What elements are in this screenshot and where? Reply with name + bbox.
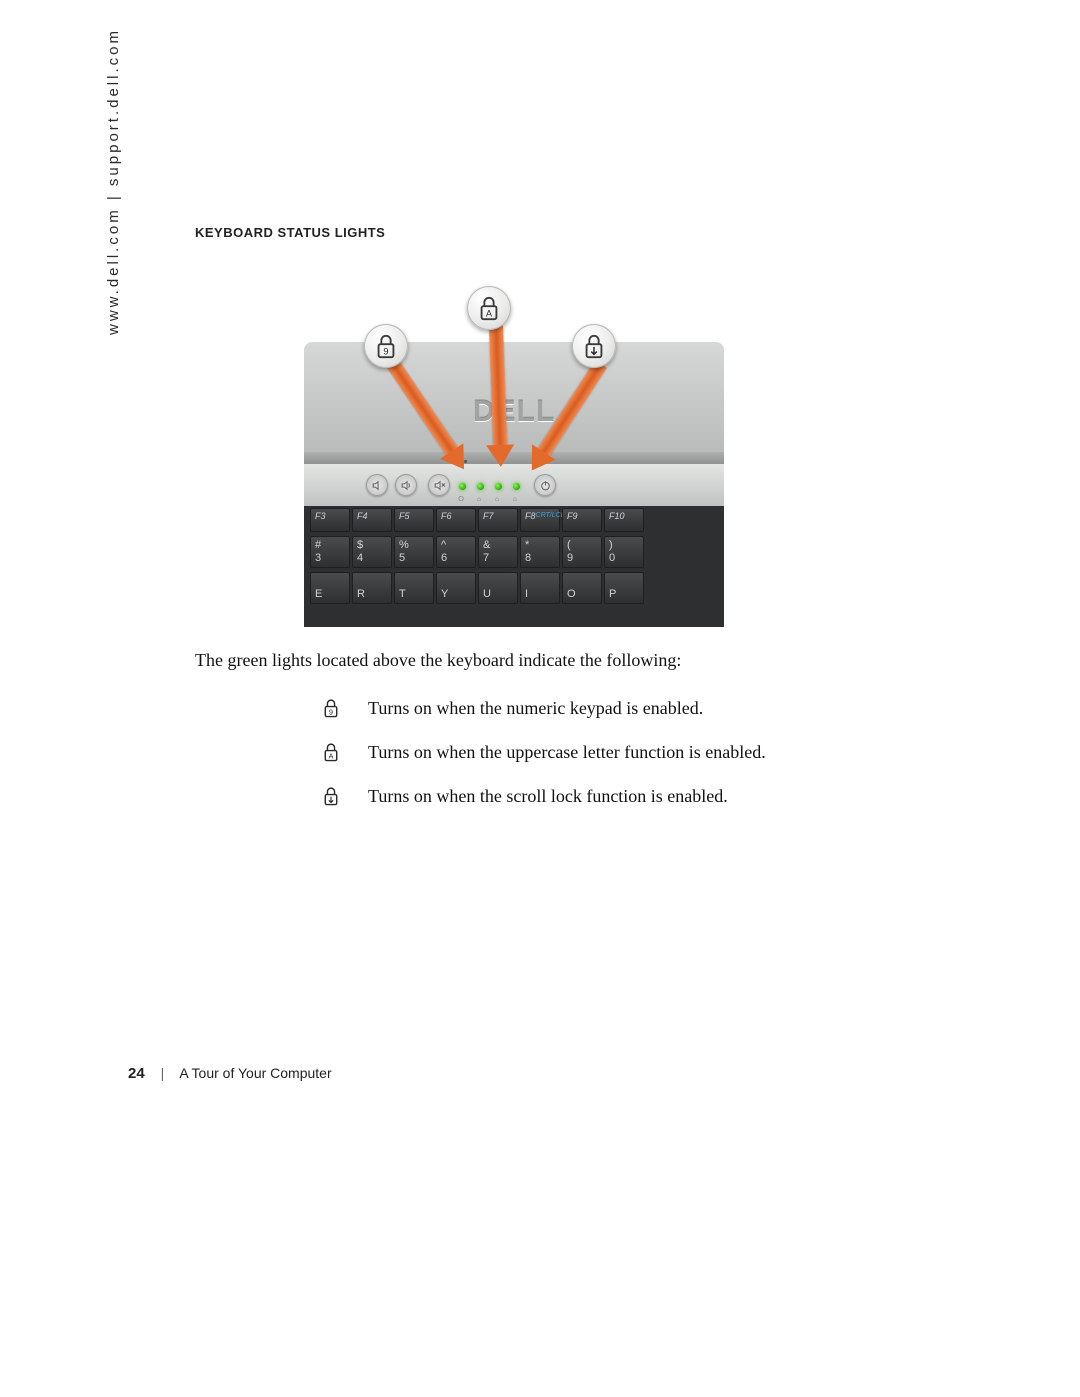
page-number: 24 xyxy=(128,1065,145,1082)
svg-text:A: A xyxy=(486,308,493,318)
key: F4 xyxy=(352,508,392,532)
callout-arrow xyxy=(482,326,515,468)
keyboard-illustration: DELL ⭘ ⌂ ⌂ ⌂ F3F4F5F6F7F8CRT/LCDF9F10 #3… xyxy=(304,282,724,627)
volume-up-button xyxy=(395,474,417,496)
status-light xyxy=(513,483,520,490)
svg-text:9: 9 xyxy=(329,708,333,716)
callout-capslock: A xyxy=(467,286,511,330)
key: R xyxy=(352,572,392,604)
page-footer: 24 | A Tour of Your Computer xyxy=(128,1065,332,1082)
key: P xyxy=(604,572,644,604)
status-light xyxy=(495,483,502,490)
key: &7 xyxy=(478,536,518,568)
key: $4 xyxy=(352,536,392,568)
key: #3 xyxy=(310,536,350,568)
svg-text:A: A xyxy=(329,752,334,760)
key: Y xyxy=(436,572,476,604)
key: F6 xyxy=(436,508,476,532)
key: *8 xyxy=(520,536,560,568)
legend-row: Turns on when the scroll lock function i… xyxy=(322,784,942,808)
key: %5 xyxy=(394,536,434,568)
light-label-icon: ⌂ xyxy=(474,495,484,503)
key: )0 xyxy=(604,536,644,568)
light-label-icon: ⌂ xyxy=(510,495,520,503)
key: U xyxy=(478,572,518,604)
section-heading: KEYBOARD STATUS LIGHTS xyxy=(195,225,385,240)
callout-numlock: 9 xyxy=(364,324,408,368)
light-label-icon: ⌂ xyxy=(492,495,502,503)
legend-text: Turns on when the scroll lock function i… xyxy=(368,786,728,807)
legend-row: 9 Turns on when the numeric keypad is en… xyxy=(322,696,942,720)
key: T xyxy=(394,572,434,604)
key: F9 xyxy=(562,508,602,532)
manual-page: www.dell.com | support.dell.com KEYBOARD… xyxy=(0,0,1080,1397)
key: (9 xyxy=(562,536,602,568)
key: F5 xyxy=(394,508,434,532)
key: I xyxy=(520,572,560,604)
legend-text: Turns on when the numeric keypad is enab… xyxy=(368,698,703,719)
key: O xyxy=(562,572,602,604)
keyboard: F3F4F5F6F7F8CRT/LCDF9F10 #3$4%5^6&7*8(9)… xyxy=(304,506,724,627)
key: F3 xyxy=(310,508,350,532)
key: ^6 xyxy=(436,536,476,568)
num-lock-icon: 9 xyxy=(322,698,362,718)
legend-text: Turns on when the uppercase letter funct… xyxy=(368,742,766,763)
callout-scrolllock xyxy=(572,324,616,368)
svg-text:9: 9 xyxy=(383,346,388,356)
key: F8CRT/LCD xyxy=(520,508,560,532)
volume-down-button xyxy=(366,474,388,496)
legend-row: A Turns on when the uppercase letter fun… xyxy=(322,740,942,764)
status-light xyxy=(459,483,466,490)
key: F7 xyxy=(478,508,518,532)
footer-section: A Tour of Your Computer xyxy=(179,1065,331,1081)
status-light xyxy=(477,483,484,490)
mute-button xyxy=(428,474,450,496)
scroll-lock-icon xyxy=(322,786,362,806)
power-button xyxy=(534,474,556,496)
footer-divider: | xyxy=(161,1065,165,1081)
side-url: www.dell.com | support.dell.com xyxy=(105,28,122,335)
key: E xyxy=(310,572,350,604)
light-label-icon: ⭘ xyxy=(456,495,466,504)
intro-text: The green lights located above the keybo… xyxy=(195,650,681,671)
key: F10 xyxy=(604,508,644,532)
legend-table: 9 Turns on when the numeric keypad is en… xyxy=(322,696,942,828)
caps-lock-icon: A xyxy=(322,742,362,762)
